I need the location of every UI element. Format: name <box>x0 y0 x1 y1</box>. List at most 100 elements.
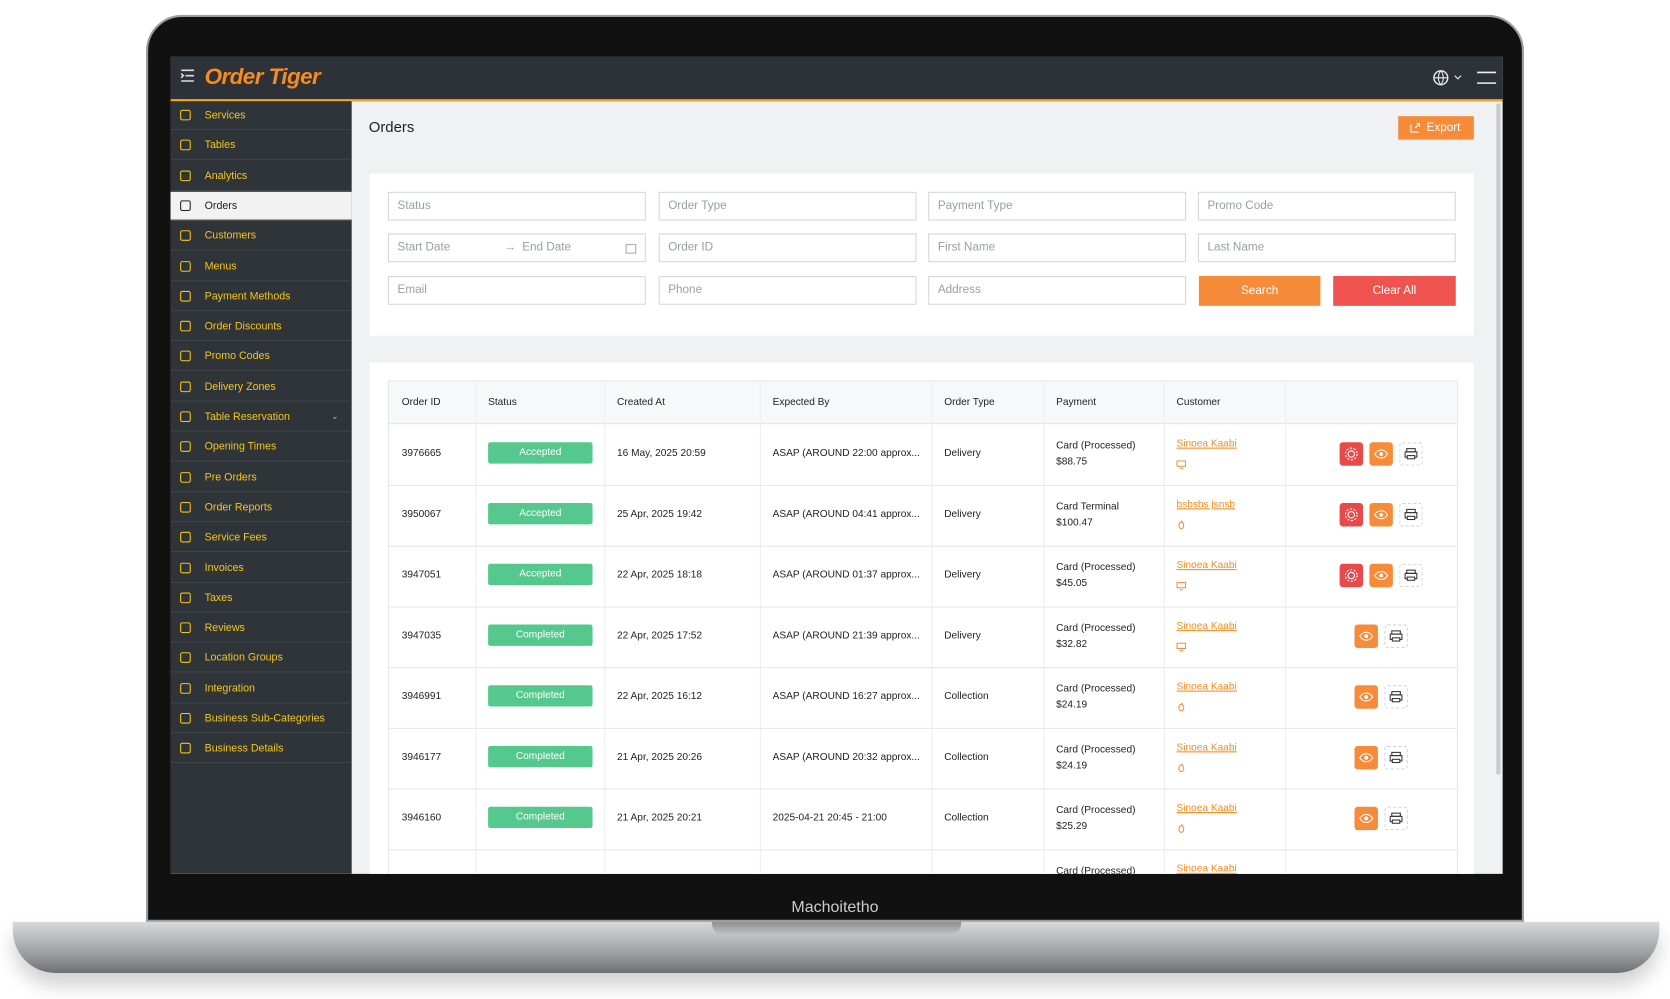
export-button[interactable]: Export <box>1398 116 1474 140</box>
menu-toggle[interactable] <box>180 69 195 82</box>
sidebar: Services Tables Analytics Orders Customers Me… <box>170 101 352 874</box>
status-badge: Accepted <box>488 442 593 464</box>
print-action[interactable] <box>1383 806 1408 831</box>
sidebar-item[interactable]: Promo Codes <box>170 343 352 372</box>
sidebar-item[interactable]: Reviews <box>170 614 352 643</box>
cell-expected: 2025-04-21 20:45 - 21:00 <box>772 812 887 824</box>
column-header: Status <box>488 396 517 409</box>
language-selector[interactable] <box>1432 69 1464 86</box>
print-action[interactable] <box>1383 745 1408 770</box>
settings-action[interactable] <box>1339 442 1363 466</box>
sidebar-item[interactable]: Integration <box>170 674 352 704</box>
cell-amount: $88.75 <box>1056 456 1088 468</box>
order-row[interactable]: 3946160 21 Apr, 2025 20:21 2025-04-21 20:4… <box>388 789 1457 851</box>
sidebar-item[interactable]: Opening Times <box>170 433 352 462</box>
print-action[interactable] <box>1398 442 1423 466</box>
print-action[interactable] <box>1398 563 1423 588</box>
sidebar-icon <box>180 592 191 603</box>
print-action[interactable] <box>1398 503 1423 527</box>
date-range-input[interactable]: Start Date → End Date <box>387 233 646 263</box>
export-label: Export <box>1426 121 1461 135</box>
sidebar-item[interactable]: Delivery Zones <box>170 373 352 402</box>
print-action[interactable] <box>1383 624 1408 648</box>
customer-link[interactable]: Sinoea Kaabi <box>1176 620 1237 632</box>
sidebar-icon <box>180 562 191 573</box>
customer-link[interactable]: Sinoea Kaabi <box>1176 741 1237 754</box>
sidebar-item[interactable]: Invoices <box>170 554 352 583</box>
customer-link[interactable]: Sinoea Kaabi <box>1176 559 1237 572</box>
print-action[interactable] <box>1383 685 1408 709</box>
customer-link[interactable]: bsbsbs jsnsb <box>1176 498 1236 511</box>
view-action[interactable] <box>1368 503 1393 527</box>
order-row[interactable]: 3946991 22 Apr, 2025 16:12 ASAP (AROUND 16… <box>388 667 1457 729</box>
view-action[interactable] <box>1368 563 1393 588</box>
cell-type: Collection <box>944 690 989 703</box>
order-row[interactable]: 3950067 25 Apr, 2025 19:42 ASAP (AROUND 04… <box>388 485 1457 547</box>
clear-button[interactable]: Clear All <box>1333 276 1456 306</box>
filter-input[interactable]: Last Name <box>1197 233 1456 263</box>
column-divider <box>1285 381 1287 874</box>
cell-expected: ASAP (AROUND 16:27 approx... <box>772 690 920 703</box>
sidebar-label: Opening Times <box>204 441 277 454</box>
sidebar-item[interactable]: Table Reservation ⌄ <box>170 403 352 432</box>
sidebar-label: Invoices <box>204 562 244 574</box>
sidebar-item[interactable]: Menus <box>170 252 352 281</box>
sidebar-icon <box>180 622 191 634</box>
sidebar-label: Pre Orders <box>204 471 257 484</box>
sidebar-item[interactable]: Order Reports <box>170 493 352 523</box>
order-row[interactable]: Card (Processed) Sinoea Kaabi <box>389 849 1457 874</box>
brand-logo[interactable]: Order Tiger <box>204 65 321 90</box>
order-row[interactable]: 3946177 21 Apr, 2025 20:26 ASAP (AROUND 20… <box>388 728 1457 790</box>
filter-input[interactable]: Payment Type <box>928 191 1187 221</box>
order-row[interactable]: 3947035 22 Apr, 2025 17:52 ASAP (AROUND 21… <box>388 606 1457 669</box>
order-row[interactable]: 3976665 16 May, 2025 20:59 ASAP (AROUND 22… <box>388 424 1457 486</box>
view-action[interactable] <box>1368 442 1393 466</box>
customer-link[interactable]: Sinoea Kaabi <box>1176 802 1237 815</box>
user-menu[interactable] <box>1477 71 1497 84</box>
sidebar-icon <box>180 441 191 453</box>
filter-input[interactable]: Address <box>928 276 1187 305</box>
sidebar-label: Delivery Zones <box>204 381 276 393</box>
view-action[interactable] <box>1353 624 1378 648</box>
sidebar-item[interactable]: Orders <box>170 191 352 221</box>
column-header: Order ID <box>401 396 441 409</box>
sidebar-item[interactable]: Taxes <box>170 584 352 613</box>
filter-input[interactable]: Order Type <box>658 191 917 221</box>
customer-link[interactable]: Sinoea Kaabi <box>1176 438 1237 450</box>
cell-expected: ASAP (AROUND 21:39 approx... <box>772 629 920 642</box>
sidebar-label: Service Fees <box>204 531 267 544</box>
customer-link[interactable]: Sinoea Kaabi <box>1176 680 1237 693</box>
filter-card: Status Order Type Payment Type Promo Code St… <box>369 173 1474 336</box>
sidebar-item[interactable]: Business Details <box>170 735 352 764</box>
sidebar-item[interactable]: Services <box>170 101 352 131</box>
device-label: Machoitetho <box>791 898 879 917</box>
settings-action[interactable] <box>1339 563 1363 588</box>
cell-created: 22 Apr, 2025 18:18 <box>617 569 703 581</box>
sidebar-item[interactable]: Business Sub-Categories <box>170 704 352 734</box>
orders-card: Order ID Status Created At Expected By Order… <box>369 362 1474 874</box>
search-button[interactable]: Search <box>1198 276 1321 306</box>
sidebar-item[interactable]: Service Fees <box>170 523 352 553</box>
filter-input[interactable]: First Name <box>928 233 1187 263</box>
sidebar-item[interactable]: Order Discounts <box>170 312 352 342</box>
sidebar-item[interactable]: Location Groups <box>170 644 352 673</box>
sidebar-label: Table Reservation <box>204 411 290 424</box>
calendar-icon <box>625 244 637 254</box>
order-row[interactable]: 3947051 22 Apr, 2025 18:18 ASAP (AROUND 01… <box>388 546 1457 608</box>
filter-input[interactable]: Order ID <box>658 233 917 263</box>
filter-input[interactable]: Promo Code <box>1197 191 1456 221</box>
view-action[interactable] <box>1353 806 1378 831</box>
filter-input[interactable]: Status <box>387 191 646 221</box>
sidebar-item[interactable]: Customers <box>170 222 352 251</box>
sidebar-item[interactable]: Pre Orders <box>170 463 352 492</box>
view-action[interactable] <box>1353 685 1378 709</box>
filter-input[interactable]: Phone <box>658 276 917 305</box>
view-action[interactable] <box>1353 745 1378 770</box>
sidebar-item[interactable]: Payment Methods <box>170 282 352 311</box>
sidebar-item[interactable]: Analytics <box>170 162 352 191</box>
customer-link[interactable]: Sinoea Kaabi <box>1176 863 1237 874</box>
settings-action[interactable] <box>1339 503 1363 527</box>
sidebar-item[interactable]: Tables <box>170 131 352 161</box>
filter-input[interactable]: Email <box>387 276 646 305</box>
order-source-icon <box>1177 820 1187 833</box>
